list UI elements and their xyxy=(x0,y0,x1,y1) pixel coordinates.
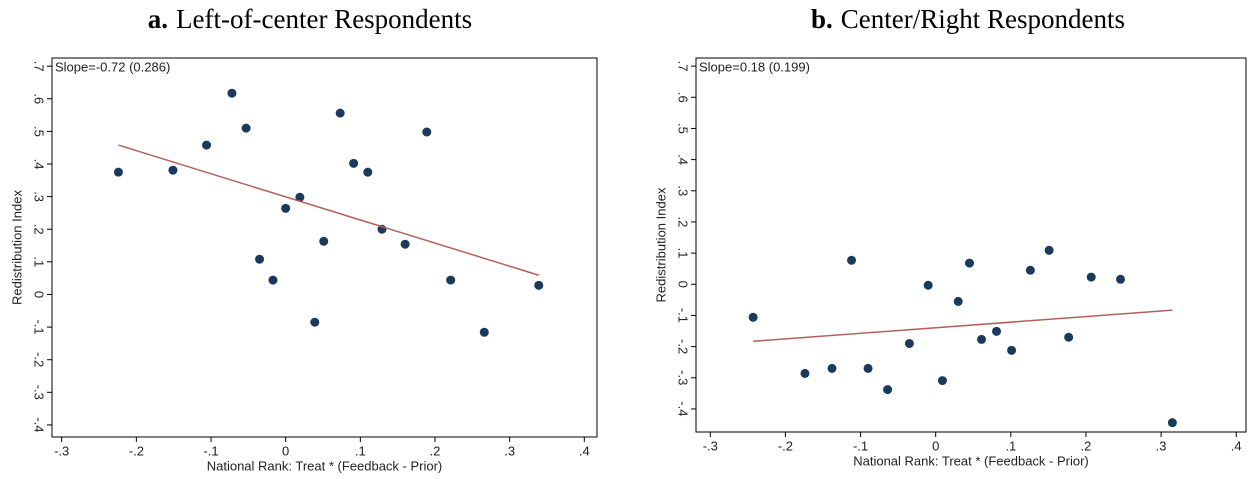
x-tick-label: 0 xyxy=(932,438,939,453)
point xyxy=(964,258,974,268)
point xyxy=(202,140,212,150)
point xyxy=(310,317,320,327)
point xyxy=(295,192,305,202)
y-tick-label: -.2 xyxy=(32,352,47,367)
y-tick-label: .4 xyxy=(676,154,691,165)
y-tick-label: .2 xyxy=(32,224,47,235)
x-tick-label: 0 xyxy=(282,443,289,458)
point xyxy=(349,158,359,168)
x-tick-label: -.1 xyxy=(203,443,218,458)
y-tick-label: .6 xyxy=(676,92,691,103)
x-axis-label: National Rank: Treat * (Feedback - Prior… xyxy=(207,458,443,473)
point xyxy=(923,280,933,290)
point xyxy=(1116,274,1126,284)
point xyxy=(268,275,278,285)
y-tick-label: -.2 xyxy=(676,339,691,354)
point xyxy=(883,385,893,395)
point xyxy=(227,88,237,98)
x-tick-label: .3 xyxy=(1156,438,1167,453)
title-text: Center/Right Respondents xyxy=(841,4,1125,34)
x-tick-label: .3 xyxy=(504,443,515,458)
point xyxy=(1044,245,1054,255)
x-tick-label: -.1 xyxy=(853,438,868,453)
y-tick-label: .1 xyxy=(32,256,47,267)
point xyxy=(319,236,329,246)
y-tick-label: .5 xyxy=(676,123,691,134)
point xyxy=(1007,345,1017,355)
y-tick-label: .3 xyxy=(676,185,691,196)
panel-label: b. xyxy=(811,4,833,34)
point xyxy=(400,239,410,249)
annotation: Slope=0.18 (0.199) xyxy=(699,59,810,74)
panel-title: b. Center/Right Respondents xyxy=(811,4,1125,34)
point xyxy=(422,127,432,137)
y-tick-label: 0 xyxy=(676,281,691,288)
x-tick-label: .1 xyxy=(1005,438,1016,453)
point xyxy=(281,203,291,213)
panel-label: a. xyxy=(148,4,168,34)
x-tick-label: .4 xyxy=(579,443,590,458)
fit-line xyxy=(118,144,539,276)
y-tick-label: 0 xyxy=(32,291,47,298)
y-tick-label: -.3 xyxy=(676,370,691,385)
y-tick-label: .3 xyxy=(32,191,47,202)
y-axis-label: Redistribution Index xyxy=(653,187,668,302)
panel-title: a. Left-of-center Respondents xyxy=(148,4,472,34)
plot-frame xyxy=(695,57,1247,433)
y-tick-label: .2 xyxy=(676,217,691,228)
x-tick-label: .4 xyxy=(1231,438,1242,453)
y-tick-label: .4 xyxy=(32,159,47,170)
point xyxy=(863,363,873,373)
point xyxy=(479,327,489,337)
point xyxy=(847,255,857,265)
point xyxy=(992,326,1002,336)
x-tick-label: .1 xyxy=(355,443,366,458)
annotation: Slope=-0.72 (0.286) xyxy=(55,59,170,74)
y-tick-label: -.1 xyxy=(676,308,691,323)
x-tick-label: .2 xyxy=(430,443,441,458)
y-tick-label: -.1 xyxy=(32,319,47,334)
point xyxy=(1064,332,1074,342)
y-tick-label: .7 xyxy=(32,61,47,72)
y-axis-label: Redistribution Index xyxy=(9,190,24,305)
x-tick-label: -.3 xyxy=(54,443,69,458)
plot-frame xyxy=(51,57,598,438)
x-axis-label: National Rank: Treat * (Feedback - Prior… xyxy=(853,453,1089,468)
y-tick-label: .5 xyxy=(32,126,47,137)
point xyxy=(953,296,963,306)
point xyxy=(1167,418,1177,428)
x-tick-label: -.2 xyxy=(778,438,793,453)
y-tick-label: -.3 xyxy=(32,385,47,400)
point xyxy=(446,275,456,285)
y-tick-label: -.4 xyxy=(32,417,47,432)
x-tick-label: -.3 xyxy=(703,438,718,453)
point xyxy=(977,334,987,344)
y-tick-label: .1 xyxy=(676,248,691,259)
point xyxy=(827,363,837,373)
point xyxy=(1086,272,1096,282)
title-text: Left-of-center Respondents xyxy=(176,4,472,34)
point xyxy=(800,368,810,378)
point xyxy=(241,123,251,133)
point xyxy=(335,108,345,118)
y-tick-label: -.4 xyxy=(676,401,691,416)
y-tick-label: .6 xyxy=(32,93,47,104)
fit-line xyxy=(753,309,1173,343)
point xyxy=(113,167,123,177)
point xyxy=(363,167,373,177)
point xyxy=(937,376,947,386)
y-tick-label: .7 xyxy=(676,61,691,72)
point xyxy=(534,280,544,290)
point xyxy=(904,338,914,348)
x-tick-label: .2 xyxy=(1081,438,1092,453)
point xyxy=(1025,265,1035,275)
x-tick-label: -.2 xyxy=(129,443,144,458)
point xyxy=(748,312,758,322)
point xyxy=(255,254,265,264)
point xyxy=(168,165,178,175)
